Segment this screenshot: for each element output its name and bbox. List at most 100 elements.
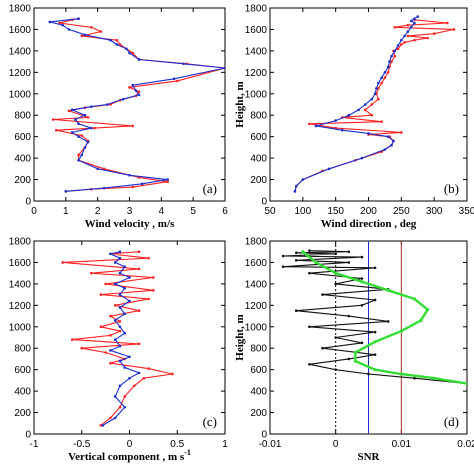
y-tick-label: 200: [250, 408, 267, 419]
plot-frame: [269, 7, 468, 202]
series-point: [367, 372, 370, 376]
series-line: [53, 18, 225, 192]
series-point: [113, 395, 117, 398]
y-tick-label: 200: [14, 175, 31, 186]
series-point: [353, 350, 357, 355]
series-point: [113, 416, 117, 420]
series-point: [109, 361, 112, 365]
series-point: [109, 38, 112, 42]
series-point: [406, 23, 410, 27]
series-point: [383, 71, 387, 74]
x-tick-label: 200: [360, 206, 377, 217]
y-tick-label: 800: [14, 344, 31, 355]
series-point: [80, 134, 84, 137]
x-tick-label: 0.01: [392, 439, 412, 450]
series-point: [64, 190, 68, 193]
series-point: [137, 90, 141, 93]
series-point: [118, 271, 122, 275]
series-point: [48, 20, 52, 24]
series-point: [128, 355, 131, 359]
y-tick-label: 1000: [9, 322, 32, 333]
series-point: [294, 259, 298, 262]
series-point: [347, 113, 351, 117]
series-point: [308, 122, 311, 126]
series-point: [118, 250, 122, 254]
y-tick-label: 600: [14, 132, 31, 143]
series-point: [166, 180, 169, 183]
series-point: [90, 105, 93, 108]
series-point: [128, 299, 131, 303]
series-point: [131, 124, 134, 128]
panel-c: 0 200 400 600 800 1000 1200 1400 1600 1800 -1 -0.5 0…: [9, 237, 228, 464]
series-point: [321, 346, 324, 350]
series-point: [393, 54, 397, 58]
series-point: [412, 297, 417, 301]
series-point: [137, 58, 141, 61]
series-point: [308, 363, 311, 366]
series-point: [308, 271, 311, 275]
series-point: [413, 38, 416, 42]
series-point: [109, 314, 112, 318]
series-point: [413, 17, 416, 21]
series-point: [70, 131, 74, 134]
panel-label: (b): [444, 181, 459, 196]
series-point: [432, 376, 436, 380]
series-point: [294, 309, 298, 312]
y-tick-label: 400: [250, 387, 267, 398]
y-tick-label: 1000: [245, 89, 268, 100]
series-point: [426, 308, 430, 312]
series-point: [393, 49, 397, 53]
series-point: [109, 349, 112, 352]
series-point: [123, 286, 127, 290]
series-point: [137, 267, 141, 271]
series-point: [406, 34, 410, 38]
series-point: [118, 384, 122, 388]
series-point: [403, 41, 406, 44]
y-tick-label: 1200: [9, 301, 32, 312]
series-point: [152, 289, 155, 292]
series-point: [99, 293, 103, 296]
plot-frame: [33, 7, 226, 202]
series-point: [104, 351, 107, 354]
series-point: [360, 156, 364, 160]
x-tick-label: 250: [393, 206, 410, 217]
x-tick-label: 100: [294, 206, 311, 217]
series-point: [175, 79, 179, 83]
series-point: [400, 131, 403, 134]
y-tick-label: 0: [261, 197, 267, 208]
series-line: [294, 16, 419, 192]
series-point: [123, 312, 127, 316]
series-point: [77, 153, 80, 157]
series-point: [128, 376, 131, 380]
series-point: [373, 92, 377, 96]
x-tick-label: 4: [159, 206, 165, 217]
series-point: [373, 266, 377, 270]
panel-label: (a): [203, 181, 217, 196]
series-point: [396, 47, 400, 51]
series-point: [413, 21, 416, 25]
series-point: [403, 34, 406, 38]
x-tick-label: 3: [127, 206, 133, 217]
series-point: [301, 250, 305, 254]
series-point: [182, 62, 185, 66]
series-point: [377, 81, 380, 85]
series-point: [347, 261, 351, 264]
series-point: [321, 293, 324, 296]
series-point: [137, 309, 141, 312]
series-point: [147, 297, 150, 301]
series-point: [171, 372, 174, 376]
series-point: [223, 66, 225, 70]
series-point: [281, 254, 285, 258]
series-point: [386, 288, 390, 292]
series-point: [294, 184, 298, 188]
series-point: [390, 60, 393, 63]
x-tick-label: 300: [426, 206, 443, 217]
series-point: [377, 97, 380, 101]
x-tick-label: 50: [264, 206, 276, 217]
series-point: [90, 271, 93, 275]
series-point: [83, 33, 87, 37]
series-point: [109, 252, 112, 256]
series-point: [386, 65, 390, 69]
y-tick-label: 400: [14, 154, 31, 165]
y-tick-label: 800: [250, 344, 267, 355]
